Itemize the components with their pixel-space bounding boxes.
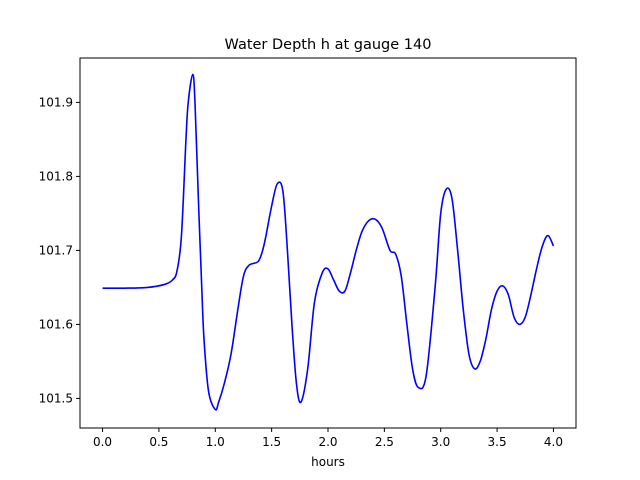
x-tick-label: 0.5 [149, 435, 168, 449]
y-tick-label: 101.5 [39, 391, 73, 405]
y-tick-label: 101.9 [39, 95, 73, 109]
series-line-0 [102, 73, 555, 411]
x-tick-label: 2.0 [318, 435, 337, 449]
x-tick-label: 1.0 [206, 435, 225, 449]
y-tick-label: 101.7 [39, 243, 73, 257]
chart-title: Water Depth h at gauge 140 [225, 37, 432, 53]
x-axis-label: hours [311, 455, 345, 469]
axes-background [80, 58, 576, 428]
x-tick-label: 3.0 [431, 435, 450, 449]
y-tick-label: 101.6 [39, 317, 73, 331]
x-tick-label: 3.5 [488, 435, 507, 449]
plot-area [80, 58, 576, 428]
x-tick-label: 1.5 [262, 435, 281, 449]
series-layer [102, 73, 555, 411]
y-tick-label: 101.8 [39, 169, 73, 183]
x-tick-label: 4.0 [544, 435, 563, 449]
y-axis: 101.5 101.6 101.7 101.8 101.9 [39, 95, 80, 405]
x-axis: 0.0 0.5 1.0 1.5 2.0 2.5 3.0 3.5 4.0 [93, 428, 563, 449]
x-tick-label: 0.0 [93, 435, 112, 449]
x-tick-label: 2.5 [375, 435, 394, 449]
